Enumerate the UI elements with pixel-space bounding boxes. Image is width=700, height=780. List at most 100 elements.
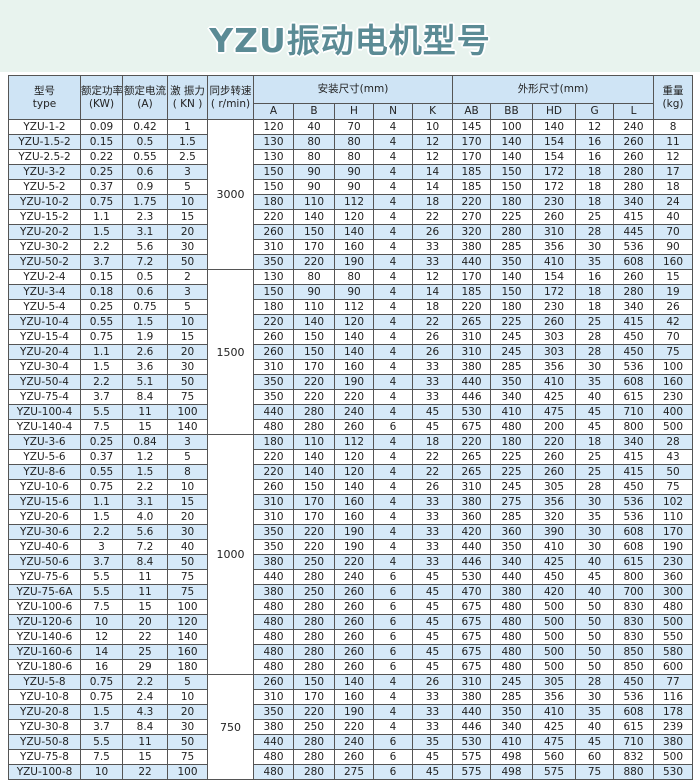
- value-cell: 4: [373, 674, 413, 690]
- table-row: YZU-100-6 7.5 15 100 480 280 260 6 45 675 480 500 50…: [8, 599, 694, 615]
- spec-table: 型号 type 额定功率 (KW) 额定电流 (A) 激 振力( KN ) 同步转速(…: [8, 75, 694, 780]
- table-row: YZU-30-6 2.2 5.6 30 350 220 190 4 33 420 360 390 30 6…: [8, 524, 694, 540]
- value-cell: 245: [490, 329, 534, 345]
- value-cell: 0.15: [80, 134, 123, 150]
- value-cell: 10: [411, 119, 454, 135]
- value-cell: 356: [532, 689, 577, 705]
- value-cell: 220: [293, 539, 335, 555]
- value-cell: 0.55: [122, 149, 168, 165]
- value-cell: 350: [490, 704, 534, 720]
- value-cell: 220: [532, 434, 577, 450]
- table-row: YZU-8-6 0.55 1.5 8 220 140 120 4 22 265 225 260 25 41…: [8, 464, 694, 480]
- value-cell: 20: [122, 614, 168, 630]
- value-cell: 275: [490, 494, 534, 510]
- model-cell: YZU-20-6: [8, 509, 81, 525]
- value-cell: 270: [452, 209, 492, 225]
- value-cell: 12: [411, 269, 454, 285]
- value-cell: 280: [613, 284, 655, 300]
- value-cell: 160: [334, 689, 374, 705]
- model-cell: YZU-20-8: [8, 704, 81, 720]
- value-cell: 880: [613, 764, 655, 780]
- value-cell: 450: [613, 344, 655, 360]
- value-cell: 1.5: [167, 134, 208, 150]
- value-cell: 6: [373, 599, 413, 615]
- value-cell: 45: [575, 404, 615, 420]
- table-row: YZU-10-8 0.75 2.4 10 310 170 160 4 33 380 285 356 30…: [8, 689, 694, 705]
- value-cell: 150: [253, 284, 294, 300]
- value-cell: 3.1: [122, 494, 168, 510]
- value-cell: 14: [411, 284, 454, 300]
- value-cell: 425: [532, 389, 577, 405]
- value-cell: 190: [334, 524, 374, 540]
- value-cell: 185: [452, 164, 492, 180]
- value-cell: 600: [653, 659, 694, 675]
- value-cell: 480: [253, 764, 294, 780]
- value-cell: 310: [253, 509, 294, 525]
- value-cell: 675: [452, 614, 492, 630]
- value-cell: 11: [122, 569, 168, 585]
- value-cell: 440: [253, 404, 294, 420]
- value-cell: 450: [613, 674, 655, 690]
- value-cell: 350: [253, 524, 294, 540]
- value-cell: 20: [167, 224, 208, 240]
- speed-cell: 750: [207, 674, 254, 780]
- value-cell: 280: [293, 734, 335, 750]
- value-cell: 260: [334, 419, 374, 435]
- value-cell: 410: [490, 734, 534, 750]
- value-cell: 18: [575, 284, 615, 300]
- value-cell: 6: [373, 659, 413, 675]
- value-cell: 280: [490, 224, 534, 240]
- value-cell: 4: [373, 134, 413, 150]
- value-cell: 20: [167, 509, 208, 525]
- model-cell: YZU-100-4: [8, 404, 81, 420]
- value-cell: 6: [373, 614, 413, 630]
- value-cell: 112: [334, 434, 374, 450]
- value-cell: 0.9: [122, 179, 168, 195]
- model-cell: YZU-15-4: [8, 329, 81, 345]
- value-cell: 285: [490, 239, 534, 255]
- value-cell: 410: [532, 374, 577, 390]
- value-cell: 280: [293, 599, 335, 615]
- value-cell: 480: [490, 629, 534, 645]
- value-cell: 170: [452, 149, 492, 165]
- value-cell: 45: [411, 644, 454, 660]
- table-row: YZU-5-8 0.75 2.2 5 750 260 150 140 4 26 310 245 305 2…: [8, 674, 694, 780]
- value-cell: 410: [532, 539, 577, 555]
- value-cell: 675: [452, 599, 492, 615]
- table-row: YZU-10-6 0.75 2.2 10 260 150 140 4 26 310 245 305 28…: [8, 479, 694, 495]
- value-cell: 470: [452, 584, 492, 600]
- header-speed: 同步转速( r/min): [207, 75, 254, 120]
- model-cell: YZU-15-2: [8, 209, 81, 225]
- header-col: L: [613, 103, 655, 120]
- table-row: YZU-140-6 12 22 140 480 280 260 6 45 675 480 500 50 8…: [8, 629, 694, 645]
- value-cell: 0.6: [122, 284, 168, 300]
- value-cell: 303: [532, 329, 577, 345]
- model-cell: YZU-8-6: [8, 464, 81, 480]
- value-cell: 30: [575, 689, 615, 705]
- value-cell: 130: [253, 149, 294, 165]
- value-cell: 30: [575, 359, 615, 375]
- value-cell: 45: [411, 404, 454, 420]
- value-cell: 35: [575, 254, 615, 270]
- value-cell: 360: [490, 524, 534, 540]
- value-cell: 220: [293, 704, 335, 720]
- value-cell: 50: [575, 629, 615, 645]
- table-row: YZU-3-6 0.25 0.84 3 1000 180 110 112 4 18 220 180 22…: [8, 434, 694, 675]
- value-cell: 380: [452, 359, 492, 375]
- value-cell: 220: [253, 464, 294, 480]
- value-cell: 180: [490, 194, 534, 210]
- value-cell: 15: [653, 269, 694, 285]
- value-cell: 154: [532, 134, 577, 150]
- model-cell: YZU-10-4: [8, 314, 81, 330]
- value-cell: 4: [373, 314, 413, 330]
- value-cell: 550: [653, 629, 694, 645]
- value-cell: 178: [653, 704, 694, 720]
- value-cell: 172: [532, 179, 577, 195]
- value-cell: 310: [253, 494, 294, 510]
- value-cell: 4: [373, 179, 413, 195]
- value-cell: 380: [253, 554, 294, 570]
- value-cell: 415: [613, 449, 655, 465]
- value-cell: 445: [613, 224, 655, 240]
- value-cell: 260: [532, 464, 577, 480]
- value-cell: 11: [122, 584, 168, 600]
